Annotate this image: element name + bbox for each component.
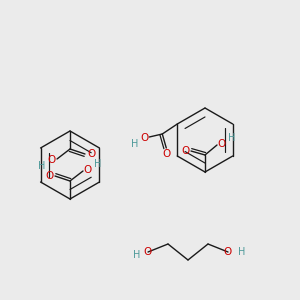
Text: O: O <box>48 155 56 165</box>
Text: H: H <box>228 133 236 143</box>
Text: H: H <box>133 250 140 260</box>
Text: H: H <box>94 159 102 169</box>
Text: O: O <box>84 165 92 175</box>
Text: O: O <box>181 146 189 156</box>
Text: H: H <box>130 139 138 149</box>
Text: O: O <box>45 171 53 181</box>
Text: H: H <box>238 247 245 257</box>
Text: H: H <box>38 161 46 171</box>
Text: O: O <box>140 133 148 143</box>
Text: O: O <box>218 139 226 149</box>
Text: O: O <box>144 247 152 257</box>
Text: O: O <box>162 149 170 159</box>
Text: O: O <box>224 247 232 257</box>
Text: O: O <box>87 149 95 159</box>
